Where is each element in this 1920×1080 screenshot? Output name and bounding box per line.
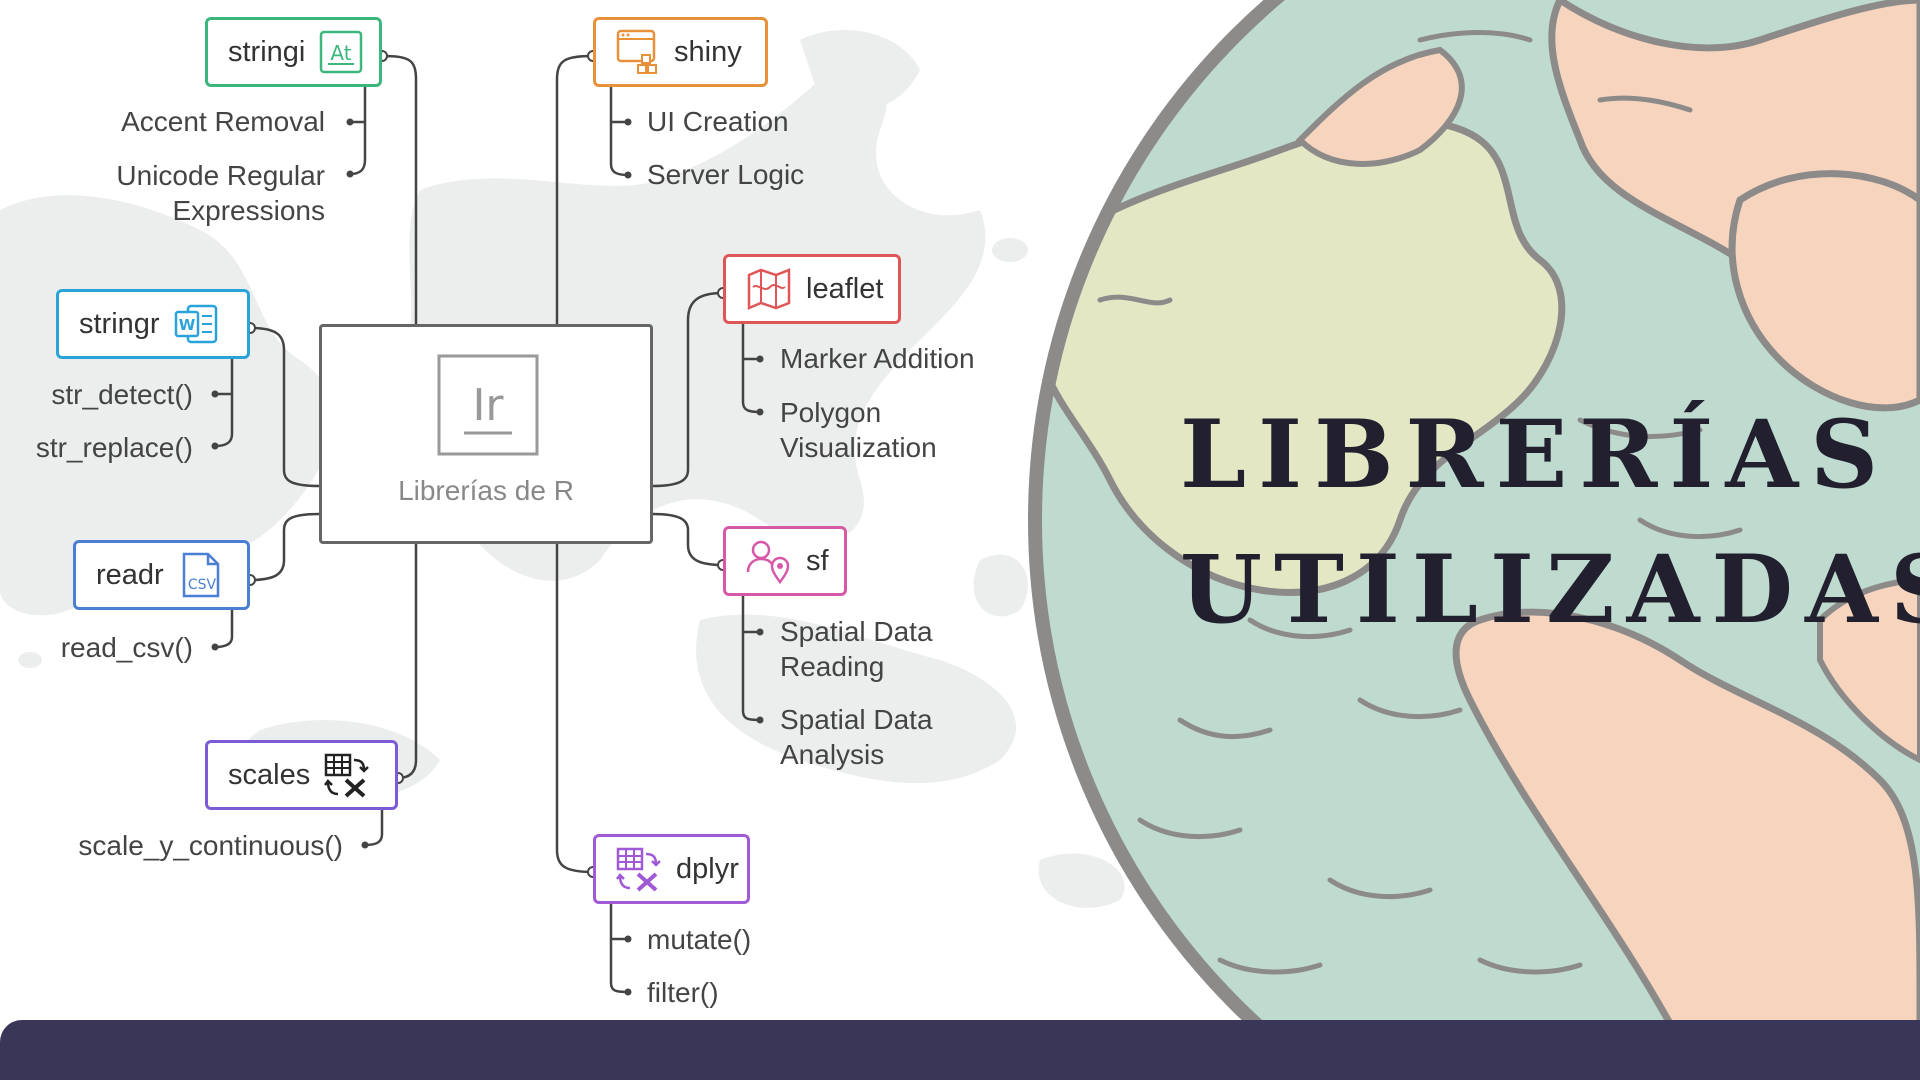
node-label: scales — [228, 758, 311, 791]
leaf-analysis: Analysis — [780, 739, 885, 770]
user-location-icon — [746, 540, 790, 584]
node-label: readr — [96, 558, 164, 591]
leaf-spatial-data-2: Spatial Data — [780, 704, 933, 735]
page-title-line-1: LIBRERÍAS — [1180, 400, 1891, 510]
diagram-connectors — [214, 54, 761, 994]
globe-illustration — [1028, 0, 1920, 1080]
node-stringi: stringi At — [205, 17, 382, 87]
node-sf: sf — [723, 526, 847, 596]
leaf-ui-creation: UI Creation — [647, 106, 789, 137]
table-transform-icon — [324, 753, 370, 798]
leaf-server-logic: Server Logic — [647, 159, 805, 190]
leaf-read-csv: read_csv() — [60, 632, 193, 663]
svg-text:W: W — [178, 316, 195, 334]
leaf-expressions: Expressions — [172, 195, 325, 226]
node-label: stringi — [228, 35, 306, 68]
node-scales: scales — [205, 740, 398, 810]
node-shiny: shiny — [593, 17, 768, 87]
node-stringr: stringr W — [56, 289, 250, 359]
node-label: dplyr — [676, 852, 739, 885]
leaf-marker-addition: Marker Addition — [780, 343, 975, 374]
folded-map-icon — [747, 268, 791, 310]
leaf-reading: Reading — [780, 651, 885, 682]
leaf-filter: filter() — [647, 977, 719, 1008]
node-dplyr: dplyr — [593, 834, 750, 904]
svg-text:CSV: CSV — [188, 577, 217, 593]
footer-bar — [0, 1020, 1920, 1080]
leaf-str-detect: str_detect() — [51, 379, 193, 410]
leaf-mutate: mutate() — [647, 924, 752, 955]
word-document-icon: W — [174, 304, 217, 344]
node-label: shiny — [674, 35, 742, 68]
leaf-scale-y-continuous: scale_y_continuous() — [78, 830, 343, 861]
leaf-polygon: Polygon — [780, 397, 882, 428]
center-label: Librerías de R — [398, 475, 574, 506]
page-title-line-2: UTILIZADAS — [1180, 535, 1920, 645]
app-window-icon — [616, 29, 657, 74]
leaf-unicode-regular: Unicode Regular — [116, 160, 325, 191]
csv-file-icon: CSV — [182, 552, 219, 598]
svg-text:At: At — [331, 41, 352, 65]
ir-logo-icon: Ir — [437, 354, 539, 456]
node-label: sf — [806, 544, 829, 577]
leaf-spatial-data-1: Spatial Data — [780, 616, 933, 647]
connector-dots — [211, 118, 764, 996]
node-label: stringr — [79, 307, 160, 340]
accent-text-icon: At — [320, 30, 363, 74]
node-label: leaflet — [806, 272, 884, 305]
leaf-accent-removal: Accent Removal — [121, 106, 325, 137]
table-transform-icon — [616, 847, 661, 892]
leaf-str-replace: str_replace() — [35, 432, 193, 463]
leaf-visualization: Visualization — [780, 432, 937, 463]
svg-text:Ir: Ir — [472, 380, 504, 431]
node-readr: readr CSV — [73, 540, 250, 610]
node-leaflet: leaflet — [723, 254, 901, 324]
center-node: Ir Librerías de R — [319, 324, 653, 544]
